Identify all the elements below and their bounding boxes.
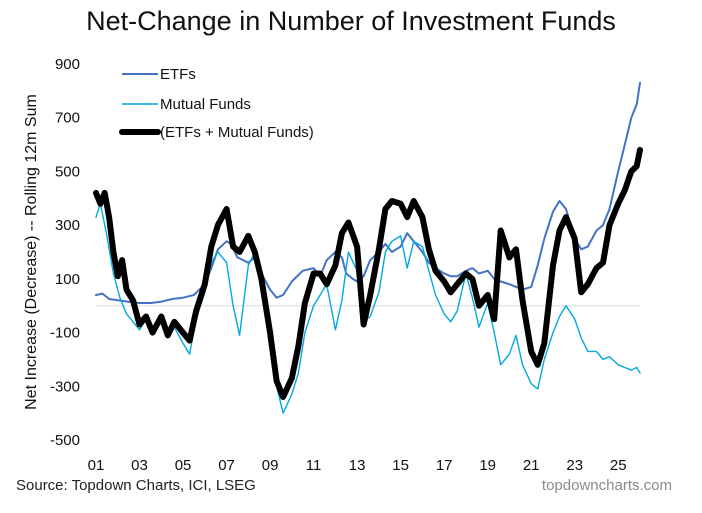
x-tick-label: 23 [566,457,583,474]
y-tick-label: 100 [55,271,80,288]
x-tick-label: 15 [392,457,409,474]
x-tick-label: 19 [479,457,496,474]
y-tick-label: 500 [55,163,80,180]
x-tick-label: 11 [306,457,322,474]
y-tick-label: 300 [55,217,80,234]
x-tick-label: 21 [523,457,540,474]
x-tick-label: 03 [131,457,148,474]
x-tick-label: 01 [88,457,105,474]
y-tick-label: 900 [55,56,80,73]
x-tick-label: 05 [175,457,192,474]
source-note: Source: Topdown Charts, ICI, LSEG [16,477,256,494]
legend-label: ETFs [160,66,196,83]
y-tick-label: -300 [50,378,80,395]
y-tick-label: -500 [50,432,80,449]
x-tick-label: 07 [218,457,235,474]
y-tick-label: -100 [50,325,80,342]
x-tick-label: 17 [436,457,453,474]
brand-watermark: topdowncharts.com [541,477,672,494]
chart-title: Net-Change in Number of Investment Funds [86,6,616,36]
x-tick-label: 13 [349,457,366,474]
series-line-3 [93,146,643,400]
y-tick-label: 700 [55,110,80,127]
x-tick-label: 09 [262,457,279,474]
legend-label: (ETFs + Mutual Funds) [160,124,314,141]
series-line-1 [95,81,641,304]
x-tick-label: 25 [610,457,627,474]
legend-label: Mutual Funds [160,96,251,113]
